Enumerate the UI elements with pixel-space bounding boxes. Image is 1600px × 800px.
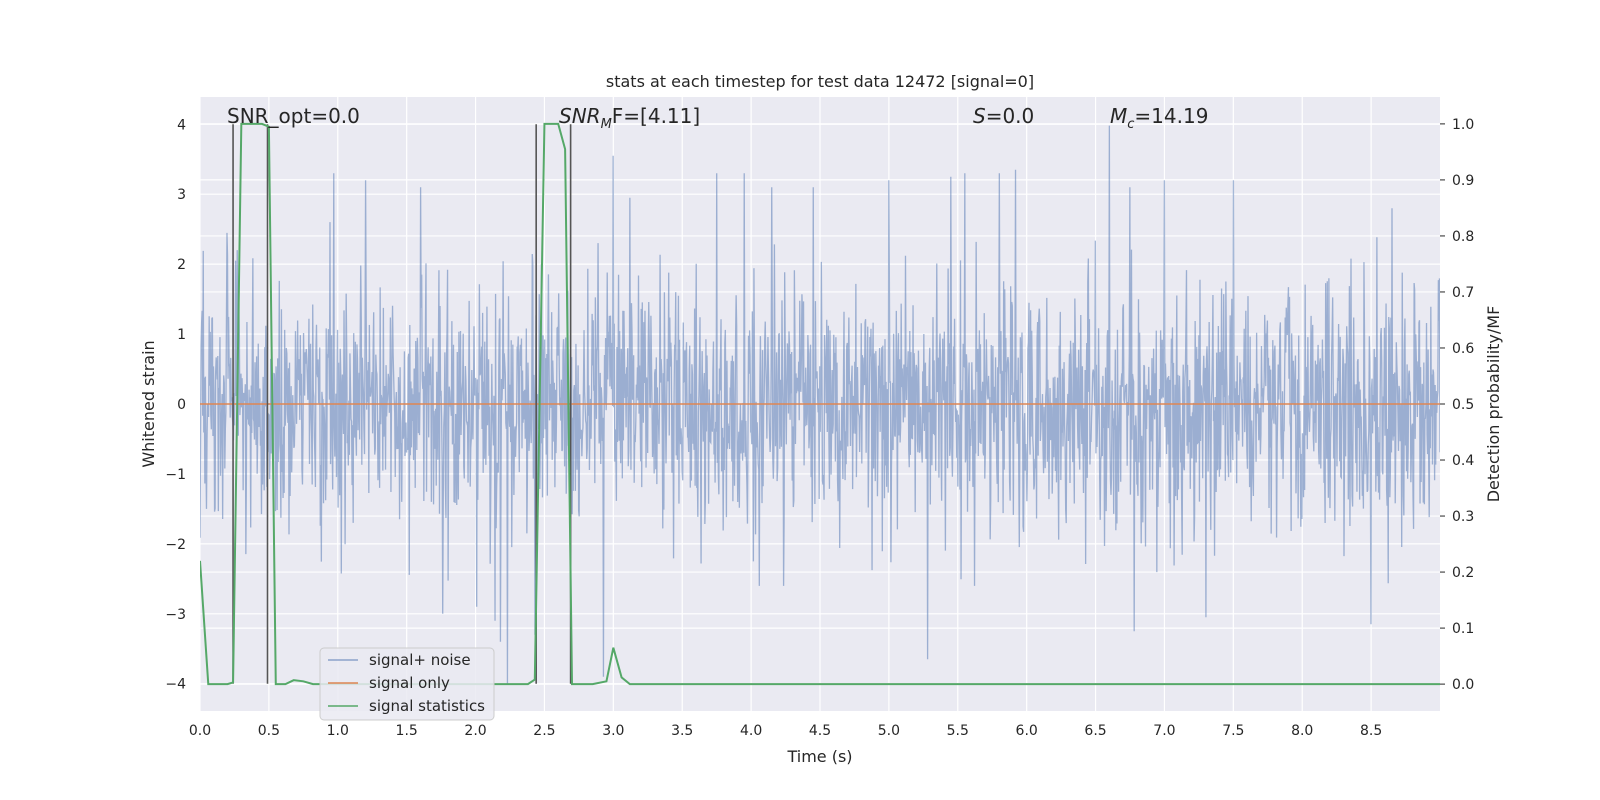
signal-statistics-line — [200, 122, 1440, 686]
y-axis-right-ticks: 1.0 0.9 0.8 0.7 0.6 0.5 0.4 0.3 0.2 0.1 0.0 — [1440, 117, 1474, 693]
x-tick-label: 2.0 — [464, 723, 486, 739]
y-right-tick-label: 0.5 — [1452, 397, 1474, 413]
y-right-tick-label: 0.0 — [1452, 677, 1474, 693]
legend: signal+ noise signal only signal statist… — [319, 647, 495, 721]
x-tick-label: 1.5 — [396, 723, 418, 739]
signal-noise-line — [200, 125, 1440, 684]
chart-title: stats at each timestep for test data 124… — [606, 72, 1034, 91]
x-tick-label: 4.5 — [809, 723, 831, 739]
y-tick-label: 1 — [177, 327, 186, 343]
legend-label-signal-statistics: signal statistics — [369, 697, 485, 715]
x-tick-label: 8.0 — [1291, 723, 1313, 739]
y-tick-label: −1 — [165, 467, 186, 483]
x-tick-label: 6.0 — [1016, 723, 1038, 739]
y-axis-label: Whitened strain — [139, 340, 158, 467]
legend-label-signal-only: signal only — [369, 674, 450, 692]
y-tick-label: −3 — [165, 607, 186, 623]
series-signal-statistics — [200, 122, 1440, 686]
y-right-tick-label: 1.0 — [1452, 117, 1474, 133]
annotation-s: S=0.0 — [973, 104, 1034, 128]
x-tick-label: 7.0 — [1153, 723, 1175, 739]
annotation-snr-mf: SNRMF=[4.11] — [559, 104, 700, 132]
y-right-tick-label: 0.4 — [1452, 453, 1474, 469]
x-tick-label: 3.5 — [671, 723, 693, 739]
y-right-tick-label: 0.6 — [1452, 341, 1474, 357]
y-tick-label: 3 — [177, 187, 186, 203]
y-right-tick-label: 0.1 — [1452, 621, 1474, 637]
x-tick-label: 0.0 — [189, 723, 211, 739]
series-signal-noise — [200, 125, 1440, 684]
x-tick-label: 7.5 — [1222, 723, 1244, 739]
y-right-tick-label: 0.2 — [1452, 565, 1474, 581]
y-right-tick-label: 0.7 — [1452, 285, 1474, 301]
x-tick-label: 4.0 — [740, 723, 762, 739]
legend-box — [319, 647, 495, 721]
annotation-snr-opt: SNR_opt=0.0 — [227, 104, 360, 128]
legend-label-signal-noise: signal+ noise — [369, 651, 471, 669]
x-tick-label: 0.5 — [258, 723, 280, 739]
y-tick-label: 0 — [177, 397, 186, 413]
y-axis-right-label: Detection probability/MF — [1484, 306, 1503, 503]
x-tick-label: 1.0 — [327, 723, 349, 739]
y-right-tick-label: 0.8 — [1452, 229, 1474, 245]
y-right-tick-label: 0.9 — [1452, 173, 1474, 189]
y-tick-label: −2 — [165, 537, 186, 553]
y-right-tick-label: 0.3 — [1452, 509, 1474, 525]
x-tick-label: 3.0 — [602, 723, 624, 739]
annotation-mc: Mc=14.19 — [1110, 104, 1208, 132]
y-axis-ticks: 4 3 2 1 0 −1 −2 −3 −4 — [165, 117, 186, 692]
y-tick-label: 4 — [177, 117, 186, 133]
x-tick-label: 8.5 — [1360, 723, 1382, 739]
x-axis-ticks: 0.0 0.5 1.0 1.5 2.0 2.5 3.0 3.5 4.0 4.5 5.0 5.5 6.0 6… — [189, 723, 1382, 739]
x-tick-label: 5.5 — [947, 723, 969, 739]
x-tick-label: 5.0 — [878, 723, 900, 739]
x-tick-label: 2.5 — [533, 723, 555, 739]
y-tick-label: −4 — [165, 677, 186, 693]
x-tick-label: 6.5 — [1084, 723, 1106, 739]
y-tick-label: 2 — [177, 257, 186, 273]
x-axis-label: Time (s) — [786, 747, 852, 766]
